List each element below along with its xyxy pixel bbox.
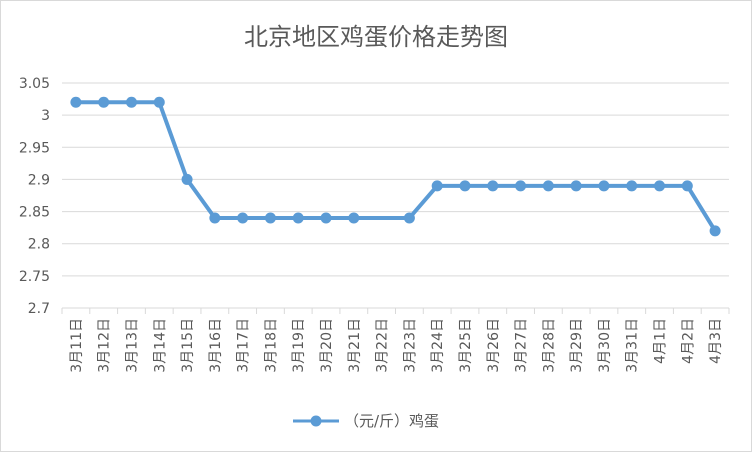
x-axis-tick-labels: 3月11日 3月12日 3月13日 3月14日 3月15日 3月16日 3月17日 3月18日… bbox=[69, 318, 724, 373]
x-tick-label: 3月15日 bbox=[180, 318, 196, 373]
legend-dot-marker bbox=[310, 415, 322, 427]
data-point bbox=[153, 96, 165, 108]
data-point bbox=[181, 173, 193, 185]
data-point bbox=[487, 180, 499, 192]
data-point bbox=[654, 180, 666, 192]
x-tick-label: 3月30日 bbox=[597, 318, 613, 373]
x-tick-label: 3月13日 bbox=[124, 318, 140, 373]
data-point bbox=[681, 180, 693, 192]
series-layer bbox=[70, 96, 721, 237]
y-tick-label: 2.9 bbox=[28, 172, 50, 188]
data-point bbox=[403, 212, 415, 224]
grid-lines bbox=[61, 82, 730, 314]
x-tick-label: 3月31日 bbox=[625, 318, 641, 373]
data-point bbox=[70, 96, 82, 108]
x-tick-label: 3月21日 bbox=[347, 318, 363, 373]
x-tick-label: 3月27日 bbox=[514, 318, 530, 373]
x-tick-label: 3月25日 bbox=[458, 318, 474, 373]
x-tick-label: 4月3日 bbox=[708, 318, 724, 364]
x-tick-label: 3月11日 bbox=[69, 318, 85, 373]
data-point bbox=[320, 212, 332, 224]
y-tick-label: 2.8 bbox=[28, 237, 50, 253]
x-tick-label: 3月20日 bbox=[319, 318, 335, 373]
data-point bbox=[264, 212, 276, 224]
x-tick-label: 4月1日 bbox=[653, 318, 669, 364]
y-tick-label: 2.7 bbox=[28, 301, 50, 317]
data-point bbox=[626, 180, 638, 192]
data-point bbox=[570, 180, 582, 192]
x-tick-label: 3月24日 bbox=[430, 318, 446, 373]
y-tick-label: 2.95 bbox=[19, 140, 50, 156]
x-tick-label: 3月17日 bbox=[236, 318, 252, 373]
y-tick-label: 3 bbox=[41, 108, 50, 124]
x-tick-label: 3月12日 bbox=[97, 318, 113, 373]
data-point bbox=[709, 225, 721, 237]
data-point bbox=[431, 180, 443, 192]
y-tick-label: 2.85 bbox=[19, 205, 50, 221]
x-tick-label: 3月22日 bbox=[375, 318, 391, 373]
x-tick-label: 3月26日 bbox=[486, 318, 502, 373]
x-tick-label: 3月19日 bbox=[291, 318, 307, 373]
x-tick-label: 4月2日 bbox=[680, 318, 696, 364]
data-point bbox=[237, 212, 249, 224]
y-tick-label: 3.05 bbox=[19, 76, 50, 92]
chart-title: 北京地区鸡蛋价格走势图 bbox=[244, 23, 508, 51]
x-tick-label: 3月18日 bbox=[263, 318, 279, 373]
legend: （元/斤）鸡蛋 bbox=[293, 412, 439, 430]
data-point bbox=[598, 180, 610, 192]
data-point bbox=[292, 212, 304, 224]
x-tick-label: 3月28日 bbox=[541, 318, 557, 373]
data-point bbox=[209, 212, 221, 224]
data-point bbox=[125, 96, 137, 108]
data-point bbox=[98, 96, 110, 108]
data-point bbox=[348, 212, 360, 224]
x-tick-label: 3月23日 bbox=[402, 318, 418, 373]
data-point bbox=[515, 180, 527, 192]
data-point bbox=[459, 180, 471, 192]
x-tick-label: 3月29日 bbox=[569, 318, 585, 373]
x-tick-label: 3月14日 bbox=[152, 318, 168, 373]
x-tick-label: 3月16日 bbox=[208, 318, 224, 373]
legend-series-label: （元/斤）鸡蛋 bbox=[344, 412, 439, 430]
y-axis-tick-labels: 2.7 2.75 2.8 2.85 2.9 2.95 3 3.05 bbox=[19, 76, 50, 317]
y-tick-label: 2.75 bbox=[19, 269, 50, 285]
data-point bbox=[542, 180, 554, 192]
